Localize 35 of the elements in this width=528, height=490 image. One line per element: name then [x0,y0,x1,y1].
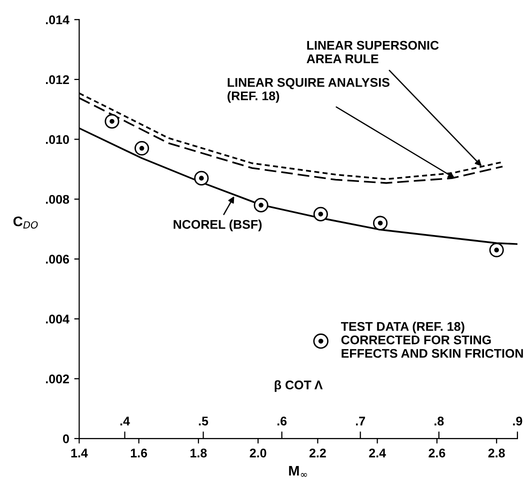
x2-tick-label: .5 [198,416,208,426]
point [104,114,120,129]
point [134,140,150,156]
x-tick-label: 2.6 [428,448,446,458]
point [194,170,209,186]
annotation: LINEAR SUPERSONIC AREA RULE [306,40,439,64]
y-tick-label: .014 [46,15,70,24]
y-tick-label: .006 [46,254,70,264]
legend-label: TEST DATA (REF. 18) CORRECTED FOR STING EFFECTS AND SKIN FRICTION [341,322,523,358]
x2-tick-label: .4 [120,416,130,426]
x2-tick-label: .6 [277,416,287,426]
x-tick-label: 2.8 [488,448,505,458]
y-tick-label: .010 [46,135,69,144]
y-tick-label: .004 [46,314,70,324]
x-tick-label: 1.4 [71,448,88,458]
x-tick-label: 1.6 [130,448,148,458]
x-tick-label: 1.8 [190,448,207,458]
point [489,242,504,258]
annotation: LINEAR SQUIRE ANALYSIS (REF. 18) [228,78,390,103]
x-tick-label: 2.2 [309,448,326,458]
point [313,206,328,222]
y-axis-title: C$_{DO}$ [13,216,38,229]
point [373,216,388,230]
y-tick-label: .012 [46,75,69,84]
y-tick-label: .008 [46,194,70,204]
annotation: NCOREL (BSF) [174,220,262,232]
x2-axis-title: β COT Λ [274,380,323,392]
x2-tick-label: .8 [434,416,444,426]
x-axis-title: M$_{∞}$ [289,466,307,477]
y-tick-label: .002 [46,374,69,384]
x-tick-label: 2.0 [250,448,266,458]
x2-tick-label: .9 [513,416,522,426]
y-tick-label: 0 [63,434,69,444]
x2-tick-label: .7 [356,416,366,426]
x-tick-label: 2.4 [369,448,386,458]
